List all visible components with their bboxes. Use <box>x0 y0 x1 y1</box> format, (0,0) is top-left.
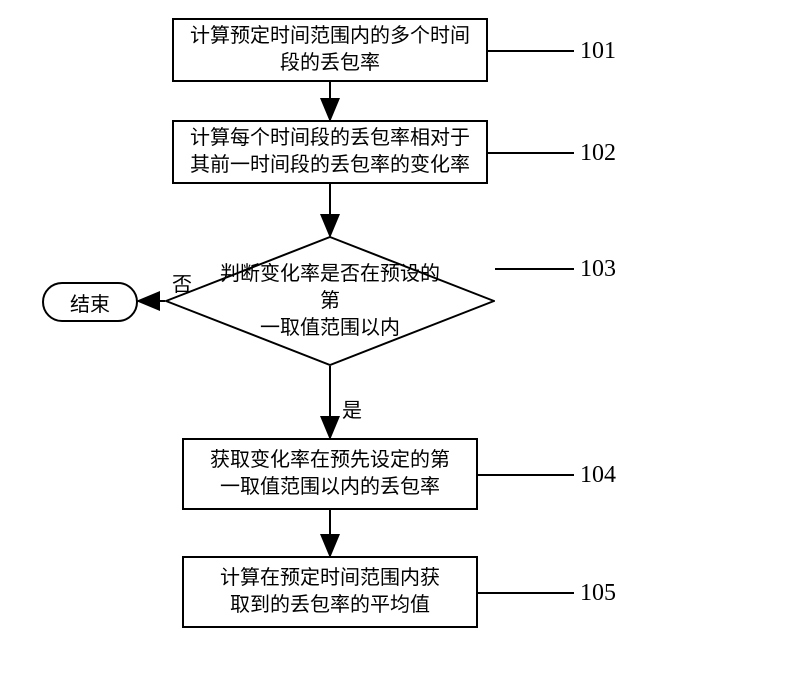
step-label-103: 103 <box>580 256 616 283</box>
decision-step-103: 判断变化率是否在预设的第一取值范围以内 <box>165 236 495 366</box>
process-text: 计算每个时间段的丢包率相对于其前一时间段的丢包率的变化率 <box>190 125 470 179</box>
leader-line <box>495 268 574 270</box>
leader-line <box>488 152 574 154</box>
step-label-101: 101 <box>580 38 616 65</box>
step-label-104: 104 <box>580 462 616 489</box>
leader-line <box>478 474 574 476</box>
process-step-104: 获取变化率在预先设定的第一取值范围以内的丢包率 <box>182 438 478 510</box>
process-text: 获取变化率在预先设定的第一取值范围以内的丢包率 <box>210 447 450 501</box>
step-label-102: 102 <box>580 140 616 167</box>
process-step-105: 计算在预定时间范围内获取到的丢包率的平均值 <box>182 556 478 628</box>
process-text: 计算在预定时间范围内获取到的丢包率的平均值 <box>220 565 440 619</box>
process-step-102: 计算每个时间段的丢包率相对于其前一时间段的丢包率的变化率 <box>172 120 488 184</box>
leader-line <box>478 592 574 594</box>
process-text: 计算预定时间范围内的多个时间段的丢包率 <box>190 23 470 77</box>
leader-line <box>488 50 574 52</box>
edge-label-yes: 是 <box>342 394 362 423</box>
flowchart-container: 计算预定时间范围内的多个时间段的丢包率 计算每个时间段的丢包率相对于其前一时间段… <box>0 0 800 688</box>
terminal-text: 结束 <box>70 288 110 317</box>
decision-text: 判断变化率是否在预设的第一取值范围以内 <box>215 261 445 342</box>
step-label-105: 105 <box>580 580 616 607</box>
process-step-101: 计算预定时间范围内的多个时间段的丢包率 <box>172 18 488 82</box>
terminal-end: 结束 <box>42 282 138 322</box>
edge-label-no: 否 <box>172 268 192 297</box>
